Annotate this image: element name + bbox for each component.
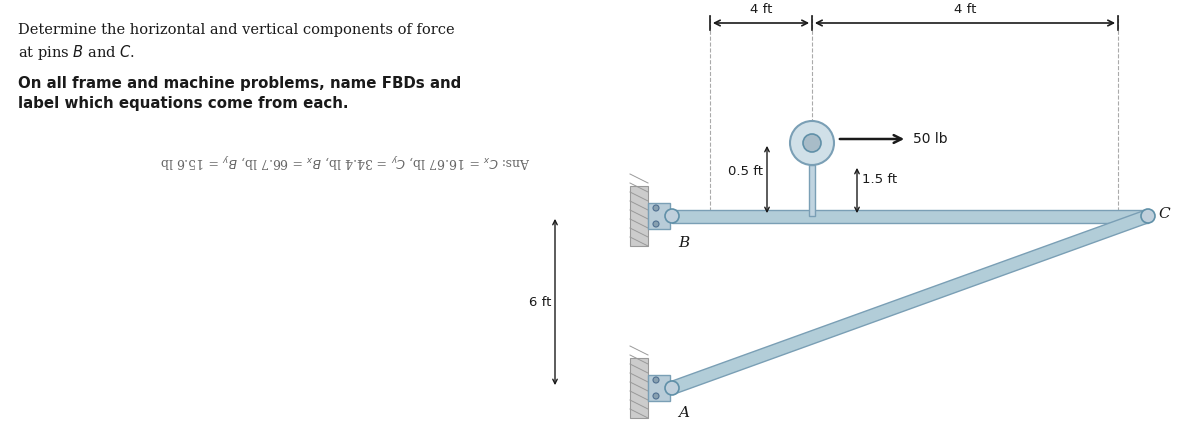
Circle shape — [1141, 209, 1154, 223]
Bar — [630, 186, 648, 246]
Text: B: B — [679, 236, 689, 250]
Bar — [630, 358, 648, 418]
Circle shape — [666, 209, 679, 223]
Polygon shape — [809, 165, 815, 216]
Polygon shape — [671, 209, 1149, 223]
Text: 1.5 ft: 1.5 ft — [862, 173, 898, 186]
Text: 6 ft: 6 ft — [529, 296, 551, 308]
Circle shape — [653, 205, 659, 211]
Text: Ans: $C_x$ = 16.67 lb, $C_y$ = 34.4 lb, $B_x$ = 66.7 lb, $B_y$ = 15.6 lb: Ans: $C_x$ = 16.67 lb, $C_y$ = 34.4 lb, … — [160, 151, 530, 169]
Text: Determine the horizontal and vertical components of force: Determine the horizontal and vertical co… — [18, 23, 455, 37]
Circle shape — [803, 134, 821, 152]
Text: label which equations come from each.: label which equations come from each. — [18, 96, 349, 111]
Circle shape — [653, 377, 659, 383]
Text: C: C — [1158, 207, 1170, 221]
Text: 4 ft: 4 ft — [750, 3, 773, 16]
Circle shape — [666, 381, 679, 395]
Bar — [648, 375, 670, 401]
Text: 4 ft: 4 ft — [954, 3, 977, 16]
Polygon shape — [670, 210, 1150, 394]
Circle shape — [653, 393, 659, 399]
Text: A: A — [679, 406, 689, 420]
Circle shape — [653, 221, 659, 227]
Circle shape — [790, 121, 834, 165]
Text: 0.5 ft: 0.5 ft — [728, 165, 763, 178]
Text: 50 lb: 50 lb — [913, 132, 947, 146]
Text: at pins $B$ and $C$.: at pins $B$ and $C$. — [18, 43, 135, 62]
Bar — [648, 203, 670, 229]
Text: On all frame and machine problems, name FBDs and: On all frame and machine problems, name … — [18, 76, 462, 91]
